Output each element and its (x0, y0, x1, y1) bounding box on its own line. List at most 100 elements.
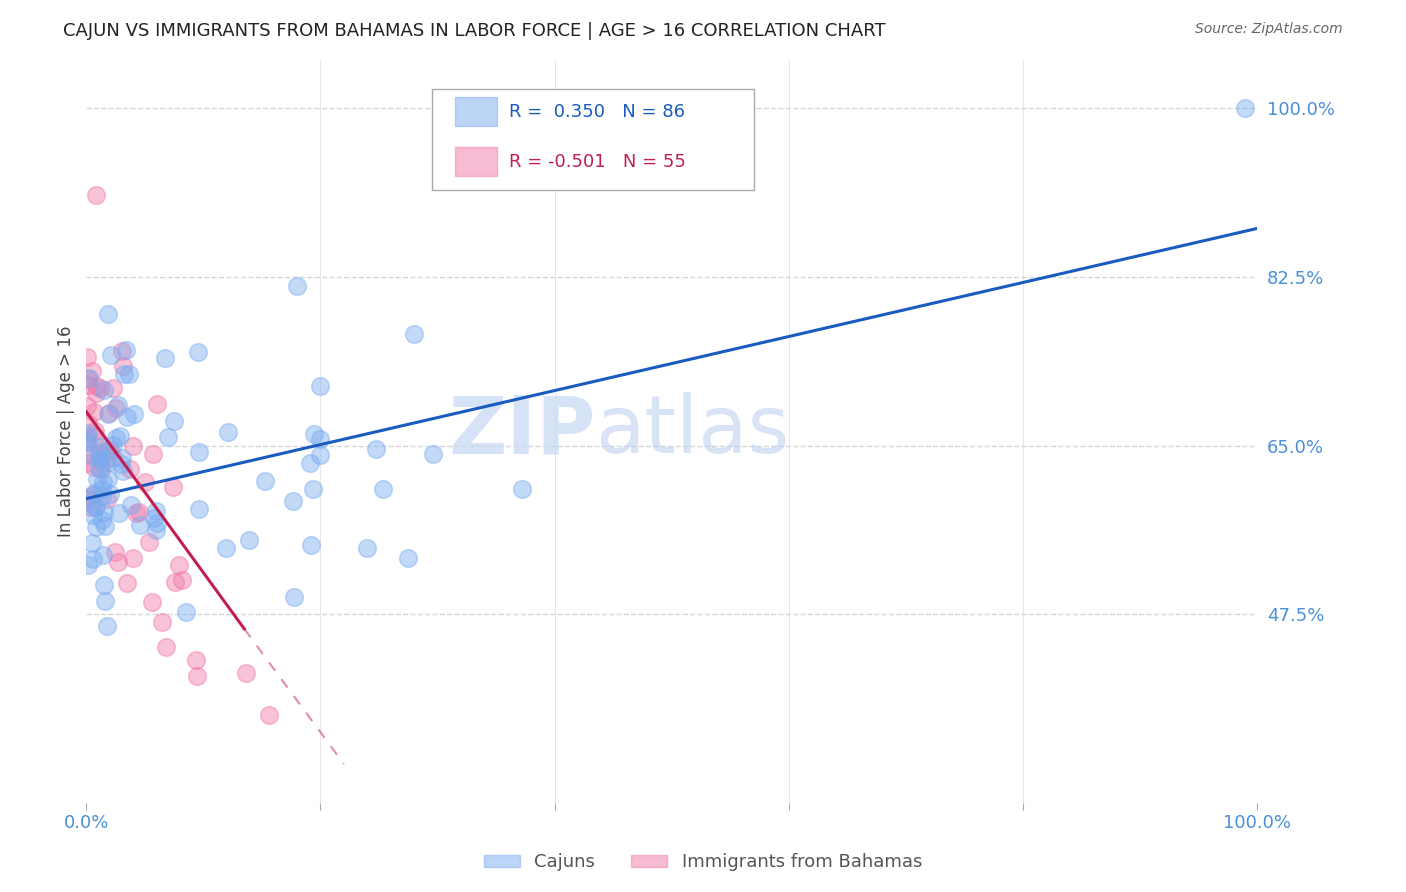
Point (184, 653, 207, 667)
Point (163, 414, 186, 428)
Point (76, 426, 98, 441)
Point (396, 551, 419, 566)
Point (110, 457, 132, 471)
Point (145, 516, 167, 531)
Point (97, 408, 120, 422)
Point (101, 438, 124, 452)
FancyBboxPatch shape (432, 89, 754, 190)
Point (238, 533, 260, 547)
Point (80, 500, 103, 514)
Point (76, 372, 98, 386)
Point (89, 453, 111, 467)
Point (76, 350, 98, 364)
Point (111, 450, 134, 465)
Point (76, 492, 98, 507)
Point (77, 449, 100, 463)
Point (84, 500, 107, 514)
Legend: Cajuns, Immigrants from Bahamas: Cajuns, Immigrants from Bahamas (477, 847, 929, 879)
Point (118, 462, 141, 476)
Point (87, 447, 110, 461)
Point (96, 457, 118, 471)
Point (94, 443, 117, 458)
Point (215, 541, 238, 556)
Point (170, 573, 193, 587)
Point (79, 490, 101, 504)
Point (309, 432, 332, 446)
Point (83, 460, 105, 475)
Point (97, 472, 120, 486)
Point (115, 343, 138, 357)
Point (93, 505, 115, 519)
Text: Source: ZipAtlas.com: Source: ZipAtlas.com (1195, 22, 1343, 37)
Point (83, 405, 105, 419)
Point (128, 518, 150, 533)
Point (97, 307, 120, 321)
Point (142, 447, 165, 461)
Point (156, 430, 179, 444)
Point (77, 429, 100, 443)
Point (98, 443, 121, 458)
Point (371, 482, 394, 496)
Point (77, 378, 100, 392)
Point (309, 448, 332, 462)
Point (94, 594, 117, 608)
Point (105, 401, 128, 415)
Point (304, 427, 326, 442)
Point (186, 668, 208, 682)
Point (112, 464, 135, 478)
Point (309, 379, 332, 393)
Point (82, 535, 104, 549)
Point (301, 482, 323, 496)
Point (84, 500, 107, 514)
Point (117, 575, 139, 590)
Point (107, 556, 129, 570)
Point (103, 381, 125, 395)
Text: CAJUN VS IMMIGRANTS FROM BAHAMAS IN LABOR FORCE | AGE > 16 CORRELATION CHART: CAJUN VS IMMIGRANTS FROM BAHAMAS IN LABO… (63, 22, 886, 40)
Point (93, 383, 115, 397)
Y-axis label: In Labor Force | Age > 16: In Labor Force | Age > 16 (58, 326, 75, 537)
Point (235, 665, 257, 680)
Point (187, 345, 209, 359)
Point (422, 447, 444, 461)
Point (1234, 101, 1257, 115)
Point (257, 707, 280, 722)
Point (83, 425, 105, 439)
Point (188, 444, 211, 458)
Point (145, 523, 167, 537)
Point (146, 397, 169, 411)
Point (121, 551, 143, 566)
Point (141, 594, 163, 608)
Point (111, 359, 134, 373)
Point (145, 504, 167, 518)
Point (98, 487, 121, 501)
Point (188, 501, 211, 516)
Point (97, 444, 120, 458)
Point (167, 558, 190, 572)
Point (155, 640, 177, 655)
Point (110, 343, 132, 358)
Point (104, 545, 127, 559)
Point (76, 416, 98, 430)
Point (298, 456, 321, 470)
Point (283, 590, 305, 604)
Point (84, 385, 107, 400)
Point (76, 434, 98, 448)
Point (82, 508, 104, 523)
Point (217, 425, 239, 440)
Point (150, 615, 173, 629)
Point (90, 462, 112, 476)
Point (107, 506, 129, 520)
Point (84, 430, 107, 444)
Point (84, 187, 107, 202)
Point (96, 492, 118, 507)
Point (76, 456, 98, 470)
Point (91, 475, 114, 489)
Point (84, 520, 107, 534)
Point (138, 535, 160, 549)
Point (153, 351, 176, 365)
Point (120, 499, 142, 513)
Point (122, 407, 145, 421)
Point (89, 446, 111, 460)
Point (87, 460, 110, 475)
Point (89, 451, 111, 466)
